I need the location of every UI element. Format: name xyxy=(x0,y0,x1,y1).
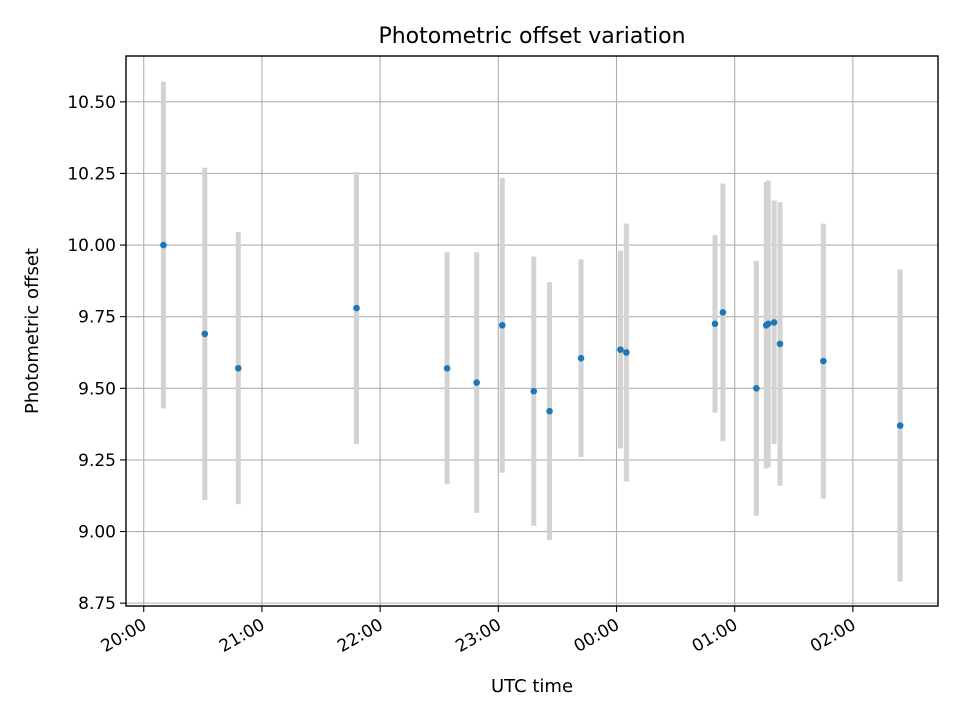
data-point xyxy=(577,354,585,362)
errorbar-layer xyxy=(160,81,903,582)
data-point xyxy=(896,422,904,429)
x-tick-label: 23:00 xyxy=(452,615,504,657)
y-axis-label: Photometric offset xyxy=(22,248,43,414)
y-tick-label: 9.00 xyxy=(78,523,116,543)
y-tick-label: 8.75 xyxy=(78,594,116,614)
point-layer xyxy=(160,241,904,429)
data-point xyxy=(473,379,480,386)
y-tick-label: 10.25 xyxy=(67,164,116,184)
y-tick-label: 9.25 xyxy=(78,451,116,471)
data-point xyxy=(546,407,553,415)
data-point xyxy=(820,357,827,365)
data-point xyxy=(160,241,167,249)
data-point xyxy=(764,320,772,328)
x-tick-label: 00:00 xyxy=(571,615,623,657)
x-tick-label: 22:00 xyxy=(334,615,386,657)
data-point xyxy=(530,387,538,395)
x-axis-ticks: 20:00 21:00 22:00 23:00 00:00 01:00 02:00 xyxy=(98,606,859,657)
y-tick-label: 10.50 xyxy=(67,93,116,113)
grid-layer xyxy=(126,56,938,606)
data-point xyxy=(617,346,624,353)
x-tick-label: 21:00 xyxy=(216,615,268,657)
y-axis-ticks: 8.75 9.00 9.25 9.50 9.75 10.00 10.25 10.50 xyxy=(67,93,126,614)
y-tick-label: 9.50 xyxy=(78,379,116,399)
y-tick-label: 10.00 xyxy=(67,236,116,256)
x-axis-label: UTC time xyxy=(491,676,573,697)
plot-frame xyxy=(125,55,939,607)
data-point xyxy=(498,321,506,329)
x-tick-label: 01:00 xyxy=(689,615,741,657)
data-point xyxy=(234,364,242,372)
data-point xyxy=(443,364,451,372)
data-point xyxy=(770,319,778,326)
x-tick-label: 02:00 xyxy=(807,615,859,657)
x-tick-label: 20:00 xyxy=(98,615,150,657)
data-point xyxy=(719,309,727,316)
data-point xyxy=(711,320,719,328)
data-point xyxy=(753,384,760,392)
data-point xyxy=(776,340,784,348)
y-tick-label: 9.75 xyxy=(78,308,116,328)
data-point xyxy=(201,330,209,338)
data-point xyxy=(353,304,360,312)
data-point xyxy=(623,349,630,356)
chart-title: Photometric offset variation xyxy=(378,24,685,49)
